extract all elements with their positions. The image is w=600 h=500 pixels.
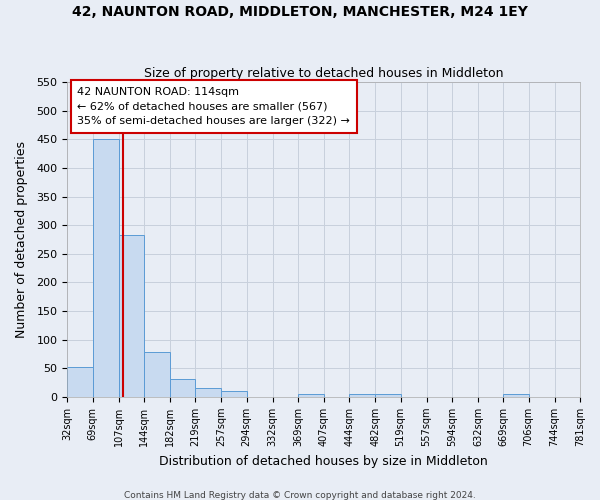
Bar — [195, 388, 221, 397]
Bar — [298, 394, 324, 397]
Bar — [375, 394, 401, 397]
Bar — [349, 394, 375, 397]
Title: Size of property relative to detached houses in Middleton: Size of property relative to detached ho… — [144, 66, 503, 80]
Bar — [503, 394, 529, 397]
Bar — [67, 367, 92, 397]
Bar — [221, 391, 247, 397]
Text: Contains HM Land Registry data © Crown copyright and database right 2024.: Contains HM Land Registry data © Crown c… — [124, 490, 476, 500]
Bar — [144, 352, 170, 397]
Text: 42, NAUNTON ROAD, MIDDLETON, MANCHESTER, M24 1EY: 42, NAUNTON ROAD, MIDDLETON, MANCHESTER,… — [72, 5, 528, 19]
Y-axis label: Number of detached properties: Number of detached properties — [15, 141, 28, 338]
Bar — [119, 236, 144, 397]
Text: 42 NAUNTON ROAD: 114sqm
← 62% of detached houses are smaller (567)
35% of semi-d: 42 NAUNTON ROAD: 114sqm ← 62% of detache… — [77, 87, 350, 126]
Bar — [92, 140, 119, 397]
X-axis label: Distribution of detached houses by size in Middleton: Distribution of detached houses by size … — [159, 454, 488, 468]
Bar — [170, 379, 195, 397]
